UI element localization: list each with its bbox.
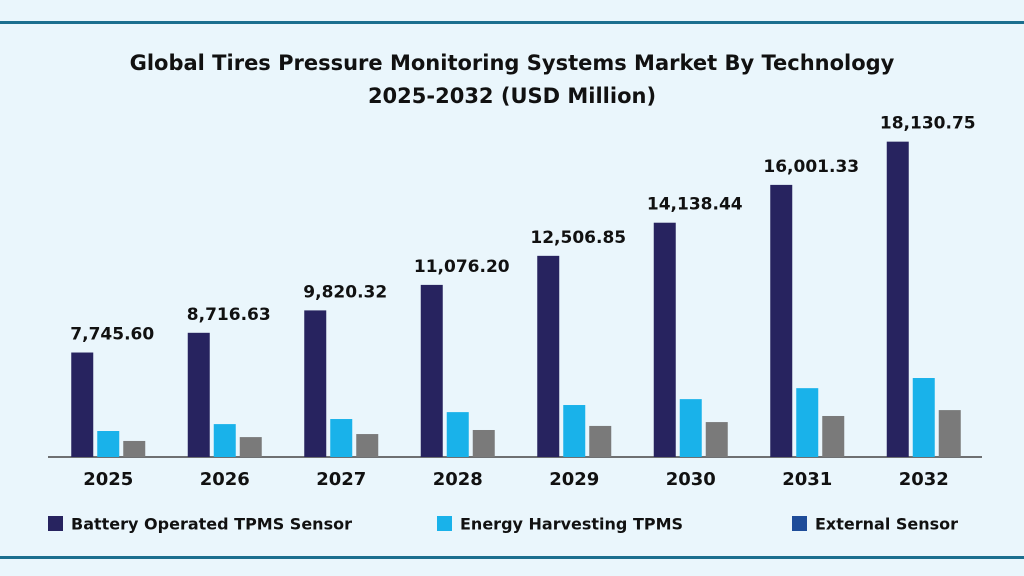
x-tick-label: 2027: [316, 469, 366, 490]
legend-swatch: [437, 516, 452, 531]
bar: [420, 284, 443, 457]
value-label: 14,138.44: [647, 195, 743, 215]
value-label: 18,130.75: [880, 114, 976, 134]
legend-label: External Sensor: [815, 515, 958, 534]
value-label: 11,076.20: [414, 257, 510, 277]
x-tick-label: 2028: [433, 469, 483, 490]
bar: [304, 310, 327, 457]
bar: [356, 434, 379, 457]
legend-label: Energy Harvesting TPMS: [460, 515, 683, 534]
bar: [213, 424, 236, 457]
bar: [886, 141, 909, 457]
bar: [705, 422, 728, 457]
bar: [938, 410, 961, 457]
value-label: 9,820.32: [303, 282, 387, 302]
bar: [653, 222, 676, 457]
bar: [796, 388, 819, 457]
bottom-border: [0, 556, 1024, 559]
bar: [187, 332, 210, 457]
x-tick-label: 2025: [83, 469, 133, 490]
bar: [912, 378, 935, 457]
value-label: 8,716.63: [187, 305, 271, 325]
x-tick-label: 2032: [899, 469, 949, 490]
bar: [679, 399, 702, 457]
value-label: 16,001.33: [763, 157, 859, 177]
bar: [822, 415, 845, 457]
x-tick-label: 2029: [549, 469, 599, 490]
x-tick-label: 2031: [782, 469, 832, 490]
x-tick-label: 2026: [200, 469, 250, 490]
top-border: [0, 21, 1024, 24]
legend-swatch: [792, 516, 807, 531]
bar: [330, 419, 353, 457]
value-label: 7,745.60: [70, 325, 154, 345]
bar: [537, 255, 560, 457]
bar: [239, 437, 262, 457]
bar: [563, 405, 586, 457]
bar: [770, 184, 793, 457]
bar: [472, 429, 495, 457]
legend-swatch: [48, 516, 63, 531]
bar: [71, 352, 94, 457]
x-tick-label: 2030: [666, 469, 716, 490]
bar: [123, 440, 146, 457]
bar: [97, 431, 120, 457]
legend-label: Battery Operated TPMS Sensor: [71, 515, 352, 534]
chart-subtitle: 2025-2032 (USD Million): [368, 84, 656, 108]
bar: [446, 412, 469, 457]
chart-title: Global Tires Pressure Monitoring Systems…: [130, 51, 895, 75]
value-label: 12,506.85: [530, 228, 626, 248]
bar: [589, 425, 612, 457]
